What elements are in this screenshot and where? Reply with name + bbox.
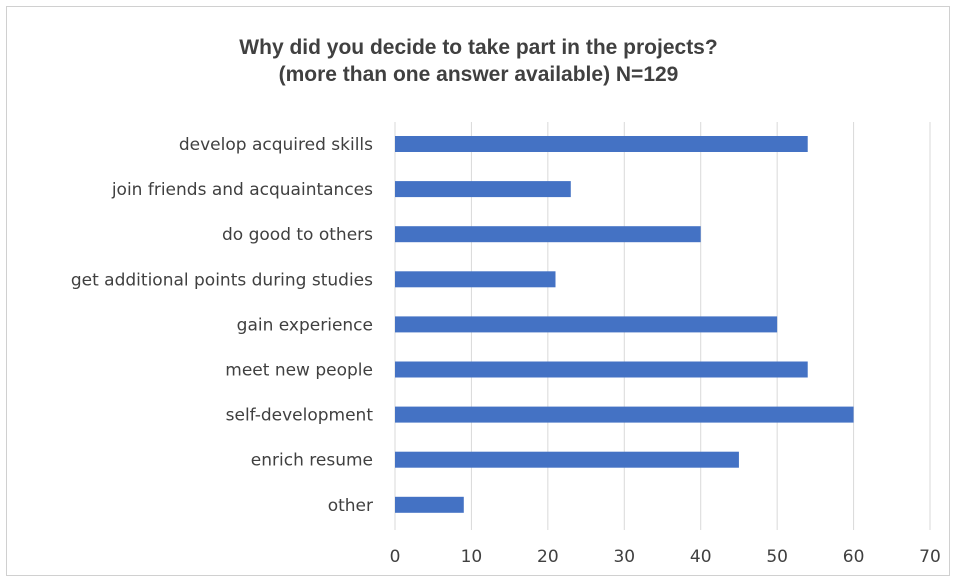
category-label: meet new people [225,361,373,381]
category-label: gain experience [237,315,373,335]
bars [395,136,854,513]
chart-title-line-1: Why did you decide to take part in the p… [239,36,718,59]
chart-title: Why did you decide to take part in the p… [0,34,957,88]
x-tick-labels: 0 10 20 30 40 50 60 70 [390,547,941,567]
x-tick-label: 60 [843,547,865,567]
bar-develop-acquired-skills [395,136,808,152]
chart-title-line-2: (more than one answer available) N=129 [278,63,679,86]
bar-gain-experience [395,316,778,333]
bar-do-good-to-others [395,226,701,243]
x-tick-label: 10 [461,547,483,567]
category-label: self-development [226,406,374,426]
category-label: develop acquired skills [179,135,373,155]
category-label: other [328,496,373,516]
bar-other [395,496,464,513]
bar-enrich-resume [395,451,739,468]
x-tick-label: 30 [613,547,635,567]
category-label: enrich resume [251,451,373,471]
x-tick-label: 40 [690,547,712,567]
bar-join-friends-and-acquaintances [395,181,571,198]
category-label: get additional points during studies [71,270,373,290]
category-label: do good to others [222,225,373,245]
x-tick-label: 20 [537,547,559,567]
bar-self-development [395,406,854,423]
chart-frame [6,6,950,576]
x-tick-label: 70 [919,547,941,567]
x-tick-label: 0 [390,547,401,567]
category-label: join friends and acquaintances [111,180,373,200]
bar-meet-new-people [395,361,808,378]
bar-get-additional-points-during-studies [395,271,556,288]
category-labels: develop acquired skills join friends and … [71,135,373,516]
x-tick-label: 50 [766,547,788,567]
